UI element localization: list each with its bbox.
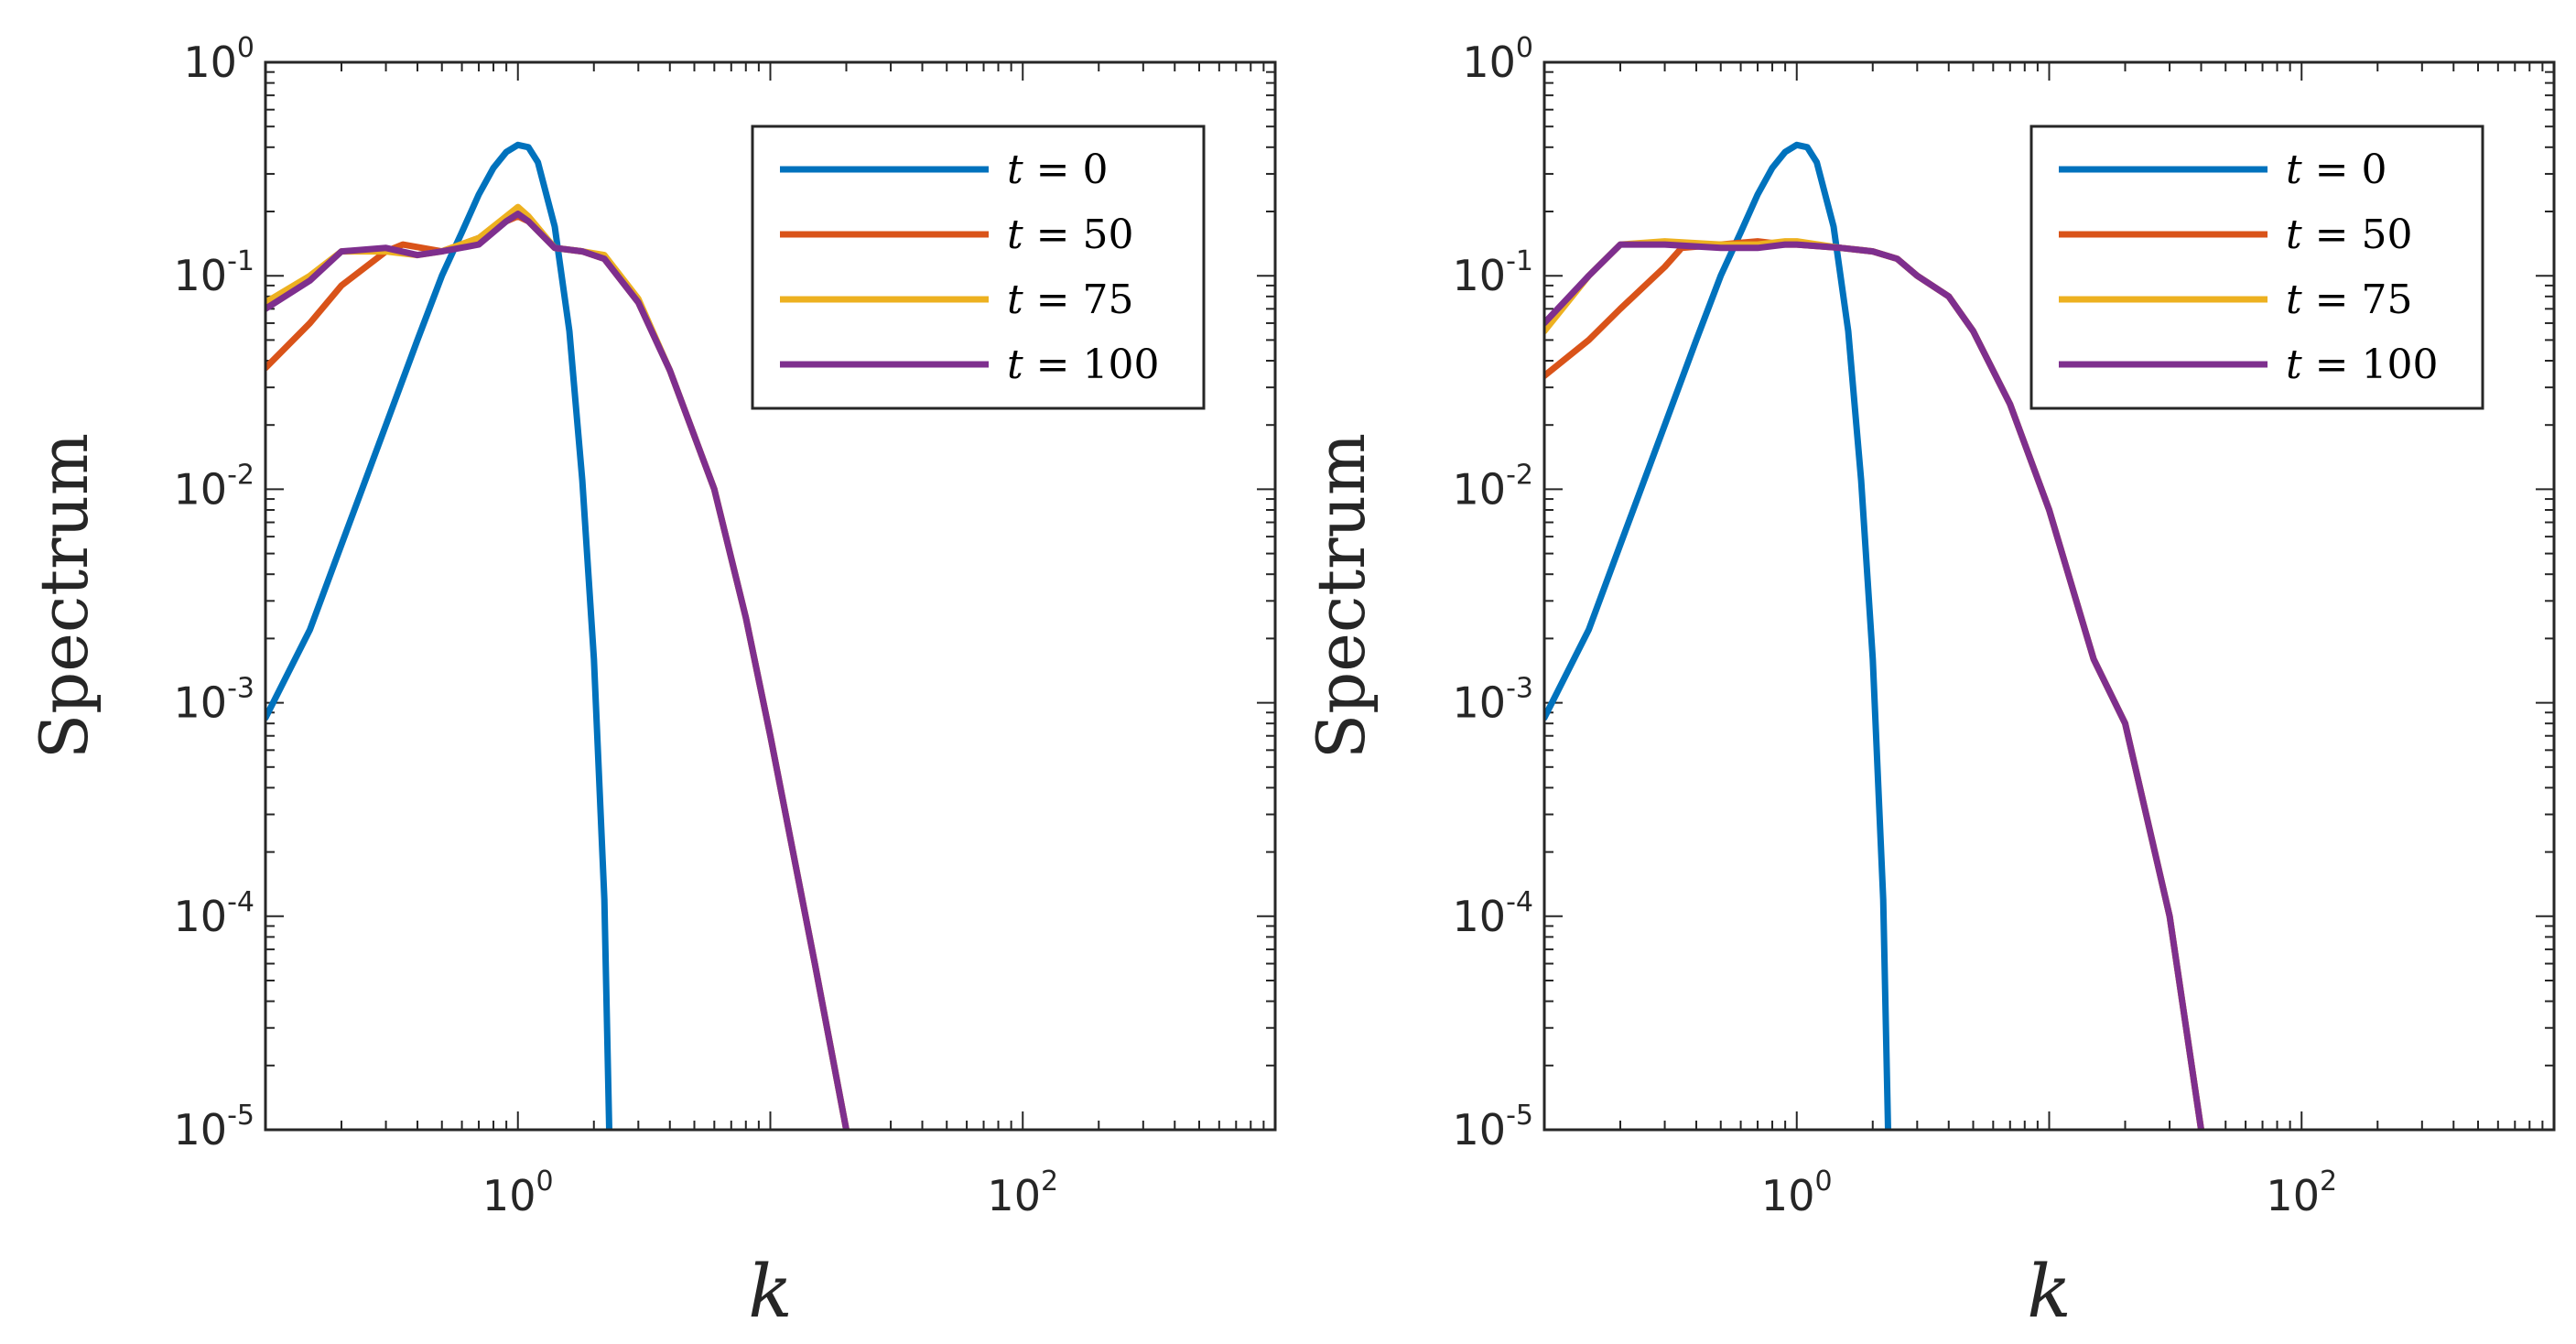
axes-box [264, 60, 1277, 1132]
y-tick-label: 10-5 [174, 1100, 254, 1154]
legend-entry: t = 50 [1007, 211, 1134, 258]
y-tick-label: 100 [183, 32, 254, 87]
x-tick-label: 102 [2266, 1165, 2337, 1220]
legend-entry: t = 100 [1007, 341, 1160, 388]
x-axis-label: k [2027, 1249, 2071, 1334]
legend-entry: t = 0 [2286, 146, 2387, 193]
y-tick-label: 10-4 [174, 886, 254, 941]
y-tick-label: 10-1 [174, 245, 254, 300]
series-line-t0 [265, 141, 612, 1130]
panel-left: 100 102 100 10-1 10-2 10-3 10-4 10-5 k Spectrum t … [26, 32, 1277, 1334]
y-tick-label: 100 [1462, 32, 1533, 87]
y-tick-label: 10-2 [174, 459, 254, 514]
x-axis-label: k [748, 1249, 792, 1334]
legend-entry: t = 0 [1007, 146, 1109, 193]
x-tick-label: 100 [1761, 1165, 1833, 1220]
x-tick-label: 100 [482, 1165, 554, 1220]
series-line-t0 [1544, 141, 1891, 1130]
y-tick-label: 10-2 [1453, 459, 1533, 514]
y-tick-label: 10-3 [174, 673, 254, 728]
y-tick-label: 10-4 [1453, 886, 1533, 941]
y-axis-label: Spectrum [1303, 433, 1380, 759]
y-tick-label: 10-1 [1453, 245, 1533, 300]
y-tick-label: 10-5 [1453, 1100, 1533, 1154]
series-line-t100 [265, 211, 850, 1130]
legend-entry: t = 50 [2286, 211, 2413, 258]
legend-entry: t = 75 [2286, 276, 2413, 323]
legend: t = 0 t = 50 t = 75 t = 100 [751, 125, 1206, 410]
panel-right: 100 102 100 10-1 10-2 10-3 10-4 10-5 k Spectrum t … [1303, 32, 2556, 1334]
x-tick-label: 102 [987, 1165, 1058, 1220]
minor-ticks [265, 61, 1276, 1131]
series-lines [265, 141, 850, 1130]
series-line-t100 [1544, 241, 2204, 1130]
legend-entry: t = 100 [2286, 341, 2439, 388]
y-axis-label: Spectrum [26, 433, 103, 759]
axes-box [1542, 60, 2556, 1132]
legend: t = 0 t = 50 t = 75 t = 100 [2029, 125, 2484, 410]
y-tick-label: 10-3 [1453, 673, 1533, 728]
legend-entry: t = 75 [1007, 276, 1134, 323]
series-lines [1544, 141, 2204, 1130]
